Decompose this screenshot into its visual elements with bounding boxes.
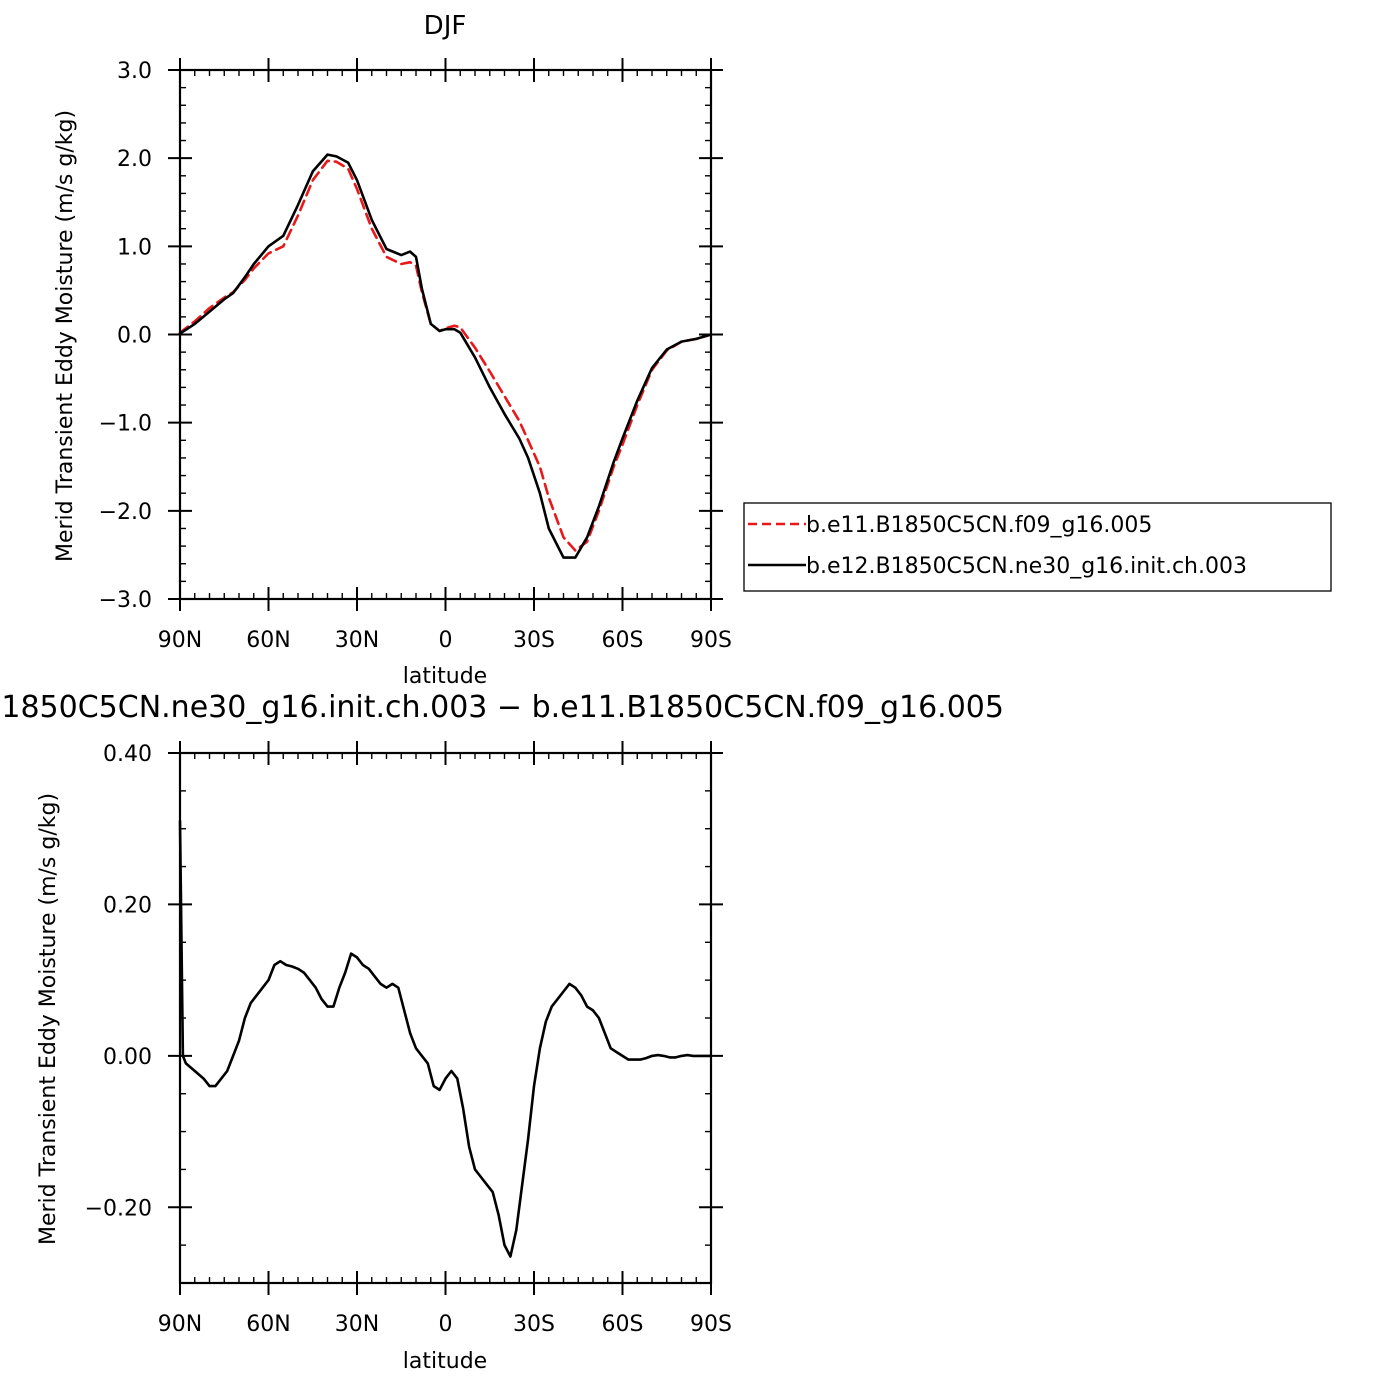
top-chart-title: DJF: [424, 11, 467, 41]
bottom-x-tick-label: 60S: [602, 1312, 644, 1337]
top-series-line-1: [178, 159, 713, 552]
legend-label-1: b.e11.B1850C5CN.f09_g16.005: [806, 513, 1152, 538]
bottom-x-tick-label: 90S: [690, 1312, 732, 1337]
top-axes: 90N 60N 30N 0 30S 60S 90S 3.0 2.0 1.0 0.0 −1.0 −2.0 −…: [99, 58, 732, 653]
top-x-axis-label: latitude: [403, 664, 487, 689]
bottom-chart-title: b.e12.B1850C5CN.ne30_g16.init.ch.003 − b…: [0, 690, 1004, 725]
bottom-x-tick-label: 30N: [335, 1312, 379, 1337]
top-y-axis-label: Merid Transient Eddy Moisture (m/s g/kg): [53, 110, 78, 562]
top-x-tick-label: 30S: [513, 628, 555, 653]
bottom-y-tick-label: 0.00: [103, 1045, 152, 1070]
top-y-tick-label: 0.0: [117, 324, 152, 349]
top-series-lines: [178, 153, 713, 559]
legend: b.e11.B1850C5CN.f09_g16.005 b.e12.B1850C…: [743, 502, 1332, 592]
bottom-y-axis-label: Merid Transient Eddy Moisture (m/s g/kg): [36, 793, 61, 1245]
top-y-tick-label: 3.0: [117, 59, 152, 84]
top-panel: DJF Merid Transient Eddy Moisture (m/s g…: [53, 11, 1332, 689]
bottom-x-tick-label: 60N: [246, 1312, 290, 1337]
top-y-tick-label: 1.0: [117, 235, 152, 260]
top-y-tick-label: −2.0: [99, 500, 152, 525]
bottom-plot-frame: [178, 751, 713, 1285]
top-x-tick-label: 30N: [335, 628, 379, 653]
top-plot-frame: [178, 68, 713, 601]
bottom-axes: 90N 60N 30N 0 30S 60S 90S 0.40 0.20 0.00 −0.20: [85, 741, 732, 1337]
bottom-x-tick-label: 90N: [158, 1312, 202, 1337]
top-x-tick-label: 90S: [690, 628, 732, 653]
bottom-x-tick-label: 30S: [513, 1312, 555, 1337]
top-x-tick-label: 90N: [158, 628, 202, 653]
top-x-tick-label: 60N: [246, 628, 290, 653]
top-y-tick-label: −1.0: [99, 412, 152, 437]
legend-box: [743, 502, 1332, 592]
bottom-series-lines: [178, 819, 713, 1258]
bottom-x-tick-label: 0: [439, 1312, 453, 1337]
top-x-tick-label: 60S: [602, 628, 644, 653]
legend-label-2: b.e12.B1850C5CN.ne30_g16.init.ch.003: [806, 554, 1247, 579]
top-x-tick-label: 0: [439, 628, 453, 653]
bottom-y-tick-label: −0.20: [85, 1196, 152, 1221]
bottom-panel: b.e12.B1850C5CN.ne30_g16.init.ch.003 − b…: [0, 690, 1004, 1374]
bottom-x-axis-label: latitude: [403, 1349, 487, 1374]
top-y-tick-label: −3.0: [99, 588, 152, 613]
bottom-y-tick-label: 0.40: [103, 742, 152, 767]
bottom-series-line-1: [178, 819, 713, 1258]
top-series-line-2: [178, 153, 713, 559]
top-y-tick-label: 2.0: [117, 147, 152, 172]
bottom-y-tick-label: 0.20: [103, 893, 152, 918]
